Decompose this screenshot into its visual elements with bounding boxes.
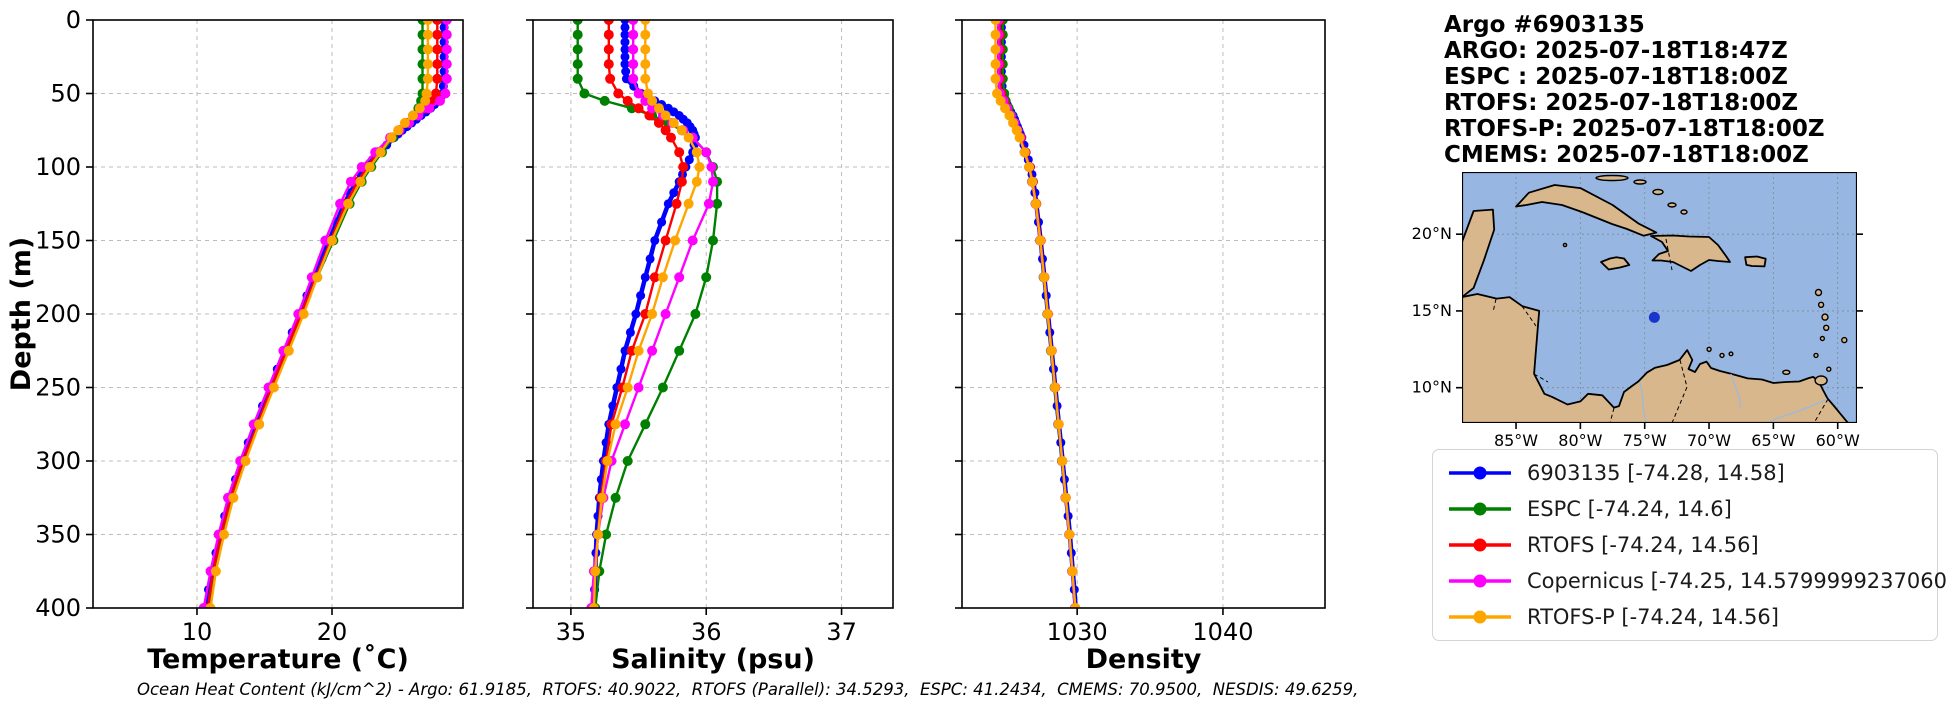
location-map	[1462, 172, 1857, 423]
depth-tick-label: 350	[35, 521, 81, 549]
legend-label: Copernicus [-74.25, 14.579999923706055]	[1527, 569, 1948, 593]
legend-line-marker-icon	[1449, 466, 1511, 480]
map-lat-label: 15°N	[1412, 301, 1452, 320]
xtick-label: 1040	[1192, 618, 1253, 646]
legend: 6903135 [-74.28, 14.58] ESPC [-74.24, 14…	[1432, 449, 1948, 641]
map-lat-label: 20°N	[1412, 224, 1452, 243]
depth-tick-label: 250	[35, 374, 81, 402]
legend-entry-espc: ESPC [-74.24, 14.6]	[1447, 492, 1937, 526]
timestamp-cmems: CMEMS: 2025-07-18T18:00Z	[1444, 142, 1809, 168]
legend-label: RTOFS [-74.24, 14.56]	[1527, 533, 1759, 557]
legend-entry-argo: 6903135 [-74.28, 14.58]	[1447, 456, 1937, 490]
float-location-marker	[1648, 311, 1660, 323]
ocean-heat-content-note: Ocean Heat Content (kJ/cm^2) - Argo: 61.…	[137, 680, 1359, 699]
legend-line-marker-icon	[1449, 574, 1511, 588]
depth-tick-label: 300	[35, 447, 81, 475]
info-block: Argo #6903135 ARGO: 2025-07-18T18:47Z ES…	[1444, 12, 1825, 168]
axis-title-salinity: Salinity (psu)	[611, 644, 815, 675]
map-axis-labels: 85°W 80°W 75°W 70°W 65°W 60°W 20°N 15°N 10°N	[1412, 224, 1863, 450]
map-lat-label: 10°N	[1412, 378, 1452, 397]
legend-entry-rtofs: RTOFS [-74.24, 14.56]	[1447, 528, 1937, 562]
legend-label: 6903135 [-74.28, 14.58]	[1527, 461, 1785, 485]
depth-axis-label: Depth (m)	[6, 237, 37, 391]
xtick-label: 1030	[1047, 618, 1108, 646]
map-lon-label: 60°W	[1816, 431, 1860, 450]
map-country-borders	[1462, 238, 1829, 423]
map-lon-label: 85°W	[1494, 431, 1538, 450]
legend-label: ESPC [-74.24, 14.6]	[1527, 497, 1732, 521]
panel-salinity: 35 36 37 Salinity (psu)	[526, 19, 894, 675]
legend-line-marker-icon	[1449, 502, 1511, 516]
legend-line-marker-icon	[1449, 610, 1511, 624]
map-overlay	[1648, 311, 1660, 323]
xtick-label: 10	[182, 618, 213, 646]
xtick-label: 35	[556, 618, 587, 646]
depth-tick-label: 0	[66, 6, 81, 34]
series-RTOFS-temperature	[206, 20, 439, 608]
depth-tick-label: 400	[35, 594, 81, 622]
axis-title-density: Density	[1086, 644, 1202, 675]
xtick-label: 20	[317, 618, 348, 646]
map-land	[1462, 174, 1849, 423]
depth-tick-label: 50	[50, 80, 81, 108]
depth-tick-label: 100	[35, 153, 81, 181]
map-lon-label: 70°W	[1687, 431, 1731, 450]
xtick-label: 36	[691, 618, 722, 646]
panel-frame	[961, 19, 1326, 609]
timestamp-espc: ESPC : 2025-07-18T18:00Z	[1444, 64, 1788, 90]
timestamp-argo: ARGO: 2025-07-18T18:47Z	[1444, 38, 1788, 64]
timestamp-rtofs: RTOFS: 2025-07-18T18:00Z	[1444, 90, 1799, 116]
legend-label: RTOFS-P [-74.24, 14.56]	[1527, 605, 1779, 629]
float-title: Argo #6903135	[1444, 12, 1645, 38]
map-lon-label: 75°W	[1623, 431, 1667, 450]
map-rivers	[1639, 373, 1828, 423]
xtick-label: 37	[826, 618, 857, 646]
legend-entry-copernicus: Copernicus [-74.25, 14.579999923706055]	[1447, 564, 1948, 598]
axis-title-temperature: Temperature (˚C)	[147, 644, 409, 675]
depth-tick-label: 200	[35, 300, 81, 328]
timestamp-rtofs-p: RTOFS-P: 2025-07-18T18:00Z	[1444, 116, 1825, 142]
legend-entry-rtofs-p: RTOFS-P [-74.24, 14.56]	[1447, 600, 1937, 634]
map-lon-label: 65°W	[1751, 431, 1795, 450]
legend-line-marker-icon	[1449, 538, 1511, 552]
depth-tick-label: 150	[35, 227, 81, 255]
panel-temperature: 10 20050100150200250300350400Temperature …	[35, 6, 464, 675]
map-lon-label: 80°W	[1558, 431, 1602, 450]
